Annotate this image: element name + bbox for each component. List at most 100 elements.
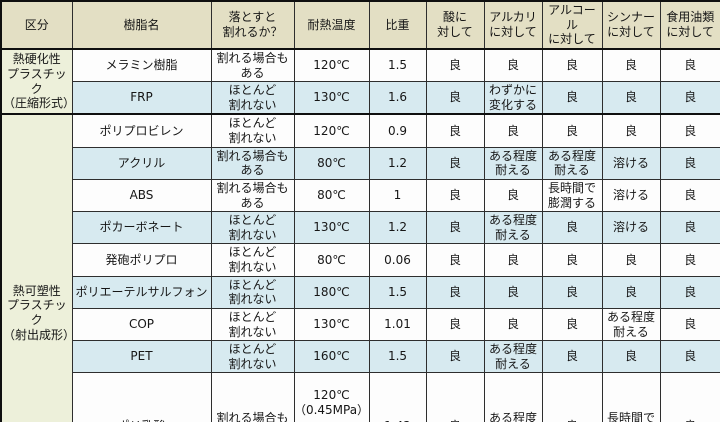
header-drop-break: 落とすと 割れるか？ <box>210 0 295 50</box>
cell-oil: 良 <box>659 372 720 422</box>
cell-acid: 良 <box>425 372 485 422</box>
cell-oil: 良 <box>659 48 720 83</box>
cell-resin-name: ABS <box>71 178 212 213</box>
cell-alkali: 良 <box>483 275 543 309</box>
cell-resin-name: アクリル <box>71 146 212 180</box>
cell-drop-break: ほとんど 割れない <box>210 307 295 342</box>
cell-heat-temp: 80℃ <box>293 178 370 213</box>
header-oil: 食用油類 に対して <box>659 0 720 50</box>
cell-drop-break: ほとんど 割れない <box>210 340 295 374</box>
cell-alcohol: 良 <box>541 307 603 342</box>
cell-drop-break: ほとんど 割れない <box>210 81 295 115</box>
cell-oil: 良 <box>659 211 720 245</box>
header-heat-temp: 耐熱温度 <box>293 0 370 50</box>
table-row: FRP ほとんど 割れない 130℃ 1.6 良 わずかに 変化する 良 良 良 <box>1 81 720 115</box>
cell-alkali: ある程度 耐える <box>483 372 543 422</box>
cell-heat-temp: 80℃ <box>293 243 370 277</box>
table-row: 熱硬化性 プラスチック （圧縮形式） メラミン樹脂 割れる場合も ある 120℃… <box>0 48 720 115</box>
cell-specific-gravity: 1.2 <box>368 211 427 245</box>
cell-heat-temp: 80℃ <box>293 146 370 180</box>
header-specific-gravity: 比重 <box>368 0 427 50</box>
cell-alkali: 良 <box>483 113 543 148</box>
table-row: アクリル 割れる場合も ある 80℃ 1.2 良 ある程度 耐える ある程度 耐… <box>1 146 720 180</box>
cell-alcohol: 良 <box>541 275 603 309</box>
cell-acid: 良 <box>425 146 485 180</box>
cell-alcohol: 良 <box>541 243 603 277</box>
cell-thinner: 長時間で 膨潤する <box>601 372 661 422</box>
cell-alcohol: 良 <box>541 211 603 245</box>
cell-drop-break: ほとんど 割れない <box>210 211 295 245</box>
cell-heat-temp: 130℃ <box>293 81 370 115</box>
cell-drop-break: ほとんど 割れない <box>210 243 295 277</box>
table-row: PET ほとんど 割れない 160℃ 1.5 良 ある程度 耐える 良 良 良 <box>1 340 720 374</box>
cell-thinner: 良 <box>601 275 661 309</box>
cell-drop-break: 割れる場合も ある <box>210 146 295 180</box>
cell-thinner: 溶ける <box>601 146 661 180</box>
cell-specific-gravity: 1.5 <box>368 48 427 83</box>
table-header-row: 区分 樹脂名 落とすと 割れるか？ 耐熱温度 比重 酸に 対して アルカリ に対… <box>0 0 720 50</box>
cell-oil: 良 <box>659 307 720 342</box>
cell-oil: 良 <box>659 81 720 115</box>
cell-resin-name: 発砲ポリプロ <box>71 243 212 277</box>
table-row: COP ほとんど 割れない 130℃ 1.01 良 良 良 ある程度 耐える 良 <box>1 307 720 342</box>
cell-acid: 良 <box>425 243 485 277</box>
cell-drop-break: ほとんど 割れない <box>210 113 295 148</box>
cell-alkali: 良 <box>483 48 543 83</box>
table-row: ポリエーテルサルフォン ほとんど 割れない 180℃ 1.5 良 良 良 良 良 <box>1 275 720 309</box>
header-alkali: アルカリ に対して <box>483 0 543 50</box>
cell-specific-gravity: 1.5 <box>368 275 427 309</box>
cell-alkali: ある程度 耐える <box>483 146 543 180</box>
header-category: 区分 <box>0 0 73 50</box>
cell-heat-temp: 130℃ <box>293 307 370 342</box>
cell-alcohol: 良 <box>541 81 603 115</box>
table-row: 発砲ポリプロ ほとんど 割れない 80℃ 0.06 良 良 良 良 良 <box>1 243 720 277</box>
cell-acid: 良 <box>425 113 485 148</box>
cell-resin-name: ポリプロビレン <box>71 113 212 148</box>
cell-drop-break: ほとんど 割れない <box>210 275 295 309</box>
cell-heat-temp: 120℃ <box>293 48 370 83</box>
table-row: ポリ乳酸 割れる場合も ある 120℃ （0.45MPa） 65℃ （1.82M… <box>1 372 720 422</box>
cell-alkali: 良 <box>483 178 543 213</box>
cell-specific-gravity: 0.9 <box>368 113 427 148</box>
cell-heat-temp: 180℃ <box>293 275 370 309</box>
cell-acid: 良 <box>425 275 485 309</box>
cell-thinner: 溶ける <box>601 178 661 213</box>
cell-heat-temp: 130℃ <box>293 211 370 245</box>
cell-resin-name: メラミン樹脂 <box>71 48 212 83</box>
cell-alkali: ある程度 耐える <box>483 211 543 245</box>
table-row: ABS 割れる場合も ある 80℃ 1 良 良 長時間で 膨潤する 溶ける 良 <box>1 178 720 213</box>
cell-acid: 良 <box>425 178 485 213</box>
cell-thinner: 良 <box>601 243 661 277</box>
cell-specific-gravity: 1.42 <box>368 372 427 422</box>
cell-alcohol: 良 <box>541 372 603 422</box>
cell-resin-name: FRP <box>71 81 212 115</box>
cell-acid: 良 <box>425 48 485 83</box>
cell-heat-temp: 120℃ <box>293 113 370 148</box>
cell-alkali: 良 <box>483 243 543 277</box>
cell-acid: 良 <box>425 211 485 245</box>
cell-alcohol: ある程度 耐える <box>541 146 603 180</box>
cell-oil: 良 <box>659 340 720 374</box>
header-alcohol: アルコール に対して <box>541 0 603 50</box>
cell-drop-break: 割れる場合も ある <box>210 48 295 83</box>
header-resin-name: 樹脂名 <box>71 0 212 50</box>
header-thinner: シンナー に対して <box>601 0 661 50</box>
cell-acid: 良 <box>425 307 485 342</box>
cell-oil: 良 <box>659 178 720 213</box>
cell-resin-name: COP <box>71 307 212 342</box>
table-row: 熱可塑性 プラスチック （射出成形） ポリプロビレン ほとんど 割れない 120… <box>0 113 720 422</box>
cell-alcohol: 良 <box>541 48 603 83</box>
cell-alcohol: 良 <box>541 340 603 374</box>
cell-thinner: 溶ける <box>601 211 661 245</box>
cell-thinner: 良 <box>601 340 661 374</box>
cell-alcohol: 良 <box>541 113 603 148</box>
table-row: ポカーボネート ほとんど 割れない 130℃ 1.2 良 ある程度 耐える 良 … <box>1 211 720 245</box>
cell-drop-break: 割れる場合も ある <box>210 178 295 213</box>
cell-specific-gravity: 1.6 <box>368 81 427 115</box>
cell-oil: 良 <box>659 275 720 309</box>
cell-resin-name: ポリ乳酸 <box>71 372 212 422</box>
header-acid: 酸に 対して <box>425 0 485 50</box>
cell-heat-temp: 160℃ <box>293 340 370 374</box>
cell-specific-gravity: 1.2 <box>368 146 427 180</box>
